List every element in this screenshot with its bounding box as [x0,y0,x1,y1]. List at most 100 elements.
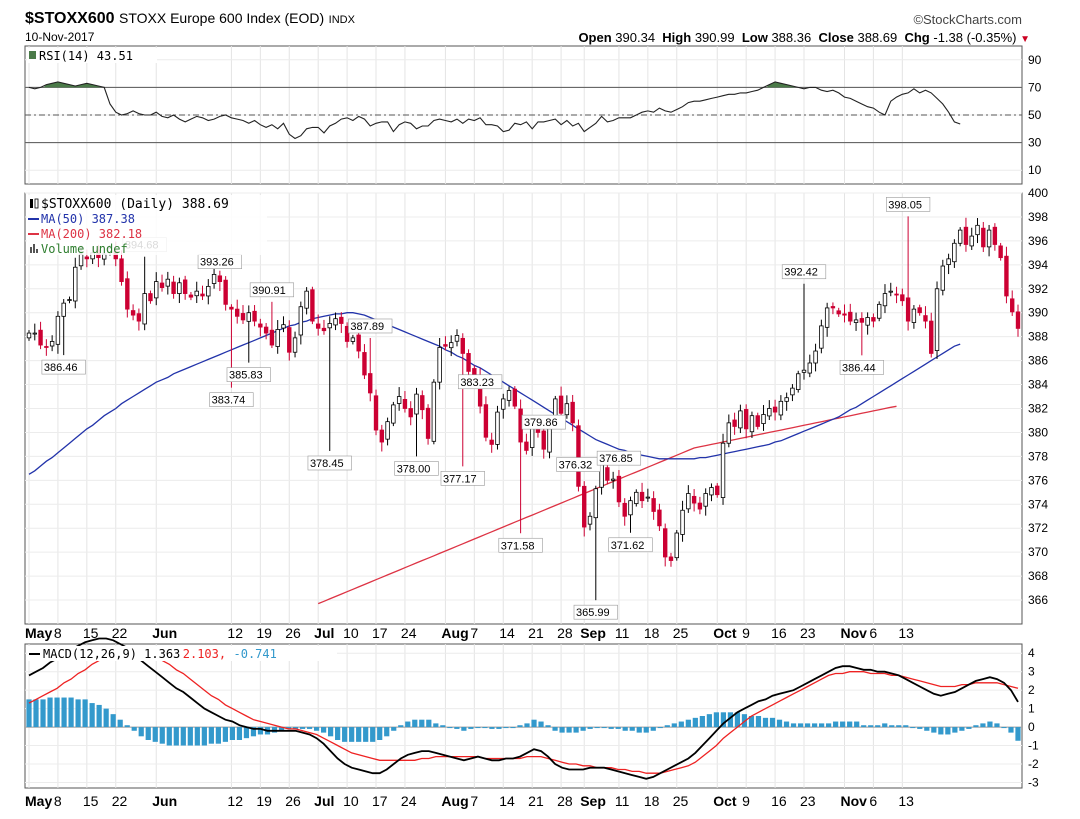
macd-hist-bar [727,712,734,728]
macd-panel [24,643,1023,789]
macd-hist-bar [250,727,257,737]
candle-body [402,399,408,409]
price-x-label: Sep [580,625,606,641]
candle-body [715,485,720,496]
candle-body [952,242,957,263]
candle-legend-icon [30,199,33,208]
macd-x-label: Aug [441,793,468,809]
macd-legend-label: MACD(12,26,9) 1.363 [43,647,180,661]
price-x-label: 17 [372,625,388,641]
candle-body [680,509,685,535]
macd-hist-bar [47,697,53,728]
candle-body [564,403,570,416]
candle-body [84,256,90,260]
macd-tick-label: 2 [1028,683,1035,697]
candle-body [454,335,460,342]
candle-body [125,278,130,310]
candle-body [732,419,737,427]
candle-body [697,502,703,510]
candle-body [616,475,622,503]
macd-hist-bar [517,725,523,728]
candle-body [223,279,228,305]
candle-body [778,400,784,416]
price-x-label: 15 [83,625,99,641]
price-tick-label: 384 [1028,378,1048,392]
macd-hist-bar [278,727,285,731]
macd-hist-bar [306,727,313,729]
macd-hist-bar [489,727,495,729]
price-annotation-box [348,318,393,334]
low-value: 388.36 [771,30,812,45]
candle-body [483,404,489,438]
macd-hist-bar [391,727,397,731]
macd-hist-bar [650,727,656,731]
candle-body [281,324,286,329]
candle-body [570,401,575,424]
macd-x-label: 11 [615,793,630,809]
rsi-legend-bg [27,48,157,63]
macd-hist-bar [826,723,832,728]
low-label: Low [741,30,768,45]
candle-body [246,312,251,322]
macd-hist-bar [566,727,572,733]
price-x-label: 11 [615,625,630,641]
macd-hist-bar [152,727,158,742]
price-annotation: 386.46 [44,362,78,374]
candle-body [495,411,500,445]
macd-hist-bar [720,712,727,728]
macd-hist-bar [622,727,628,731]
macd-hist-bar [377,727,383,740]
candle-body [443,344,448,347]
macd-hist-bar [468,727,474,729]
macd-hist-bar [426,719,432,728]
macd-x-label: Jul [314,793,334,809]
macd-hist-bar [861,725,867,728]
rsi-line [28,81,961,140]
price-annotation-box [249,282,295,298]
macd-hist-bar [769,717,776,728]
macd-hist-bar [328,727,334,737]
macd-x-label: 6 [869,793,877,809]
price-tick-label: 386 [1028,354,1048,368]
price-annotation-box [209,392,254,407]
macd-hist-bar [580,727,586,731]
price-x-label: 13 [898,625,914,641]
macd-hist-bar [215,727,221,744]
candle-body [686,493,691,510]
macd-hist-bar [994,723,1000,728]
candle-body [321,327,327,332]
price-tick-label: 370 [1028,545,1048,559]
candle-body [900,294,905,302]
macd-signal-legend: 2.103, [183,647,226,661]
macd-tick-label: -2 [1028,757,1039,771]
candle-body [761,414,766,424]
macd-hist-bar [959,727,965,731]
candle-body [796,373,801,390]
price-legend-label: MA(50) 387.38 [41,212,135,226]
candle-body [61,302,66,317]
candle-body [587,515,593,525]
candle-body [55,315,61,345]
price-annotation: 376.85 [599,453,633,465]
candle-body [882,293,888,307]
macd-hist-bar [980,723,986,728]
candle-body [420,395,425,411]
macd-hist-bar [257,727,264,735]
price-x-label: 21 [528,625,544,641]
candle-body [182,279,188,294]
macd-hist-bar [124,725,130,728]
price-tick-label: 372 [1028,521,1048,535]
macd-hist-bar [145,727,151,740]
macd-signal-line [28,648,1019,774]
price-x-label: Aug [441,625,468,641]
macd-hist-bar [601,727,607,729]
price-tick-label: 394 [1028,258,1048,272]
macd-hist-bar [671,723,677,728]
macd-hist-bar [26,699,32,728]
macd-hist-bar [363,727,369,742]
macd-hist-bar [755,716,762,728]
macd-x-label: Nov [840,793,867,809]
price-x-label: 10 [343,625,359,641]
macd-hist-bar [811,723,818,728]
macd-legend-bg [27,646,337,661]
